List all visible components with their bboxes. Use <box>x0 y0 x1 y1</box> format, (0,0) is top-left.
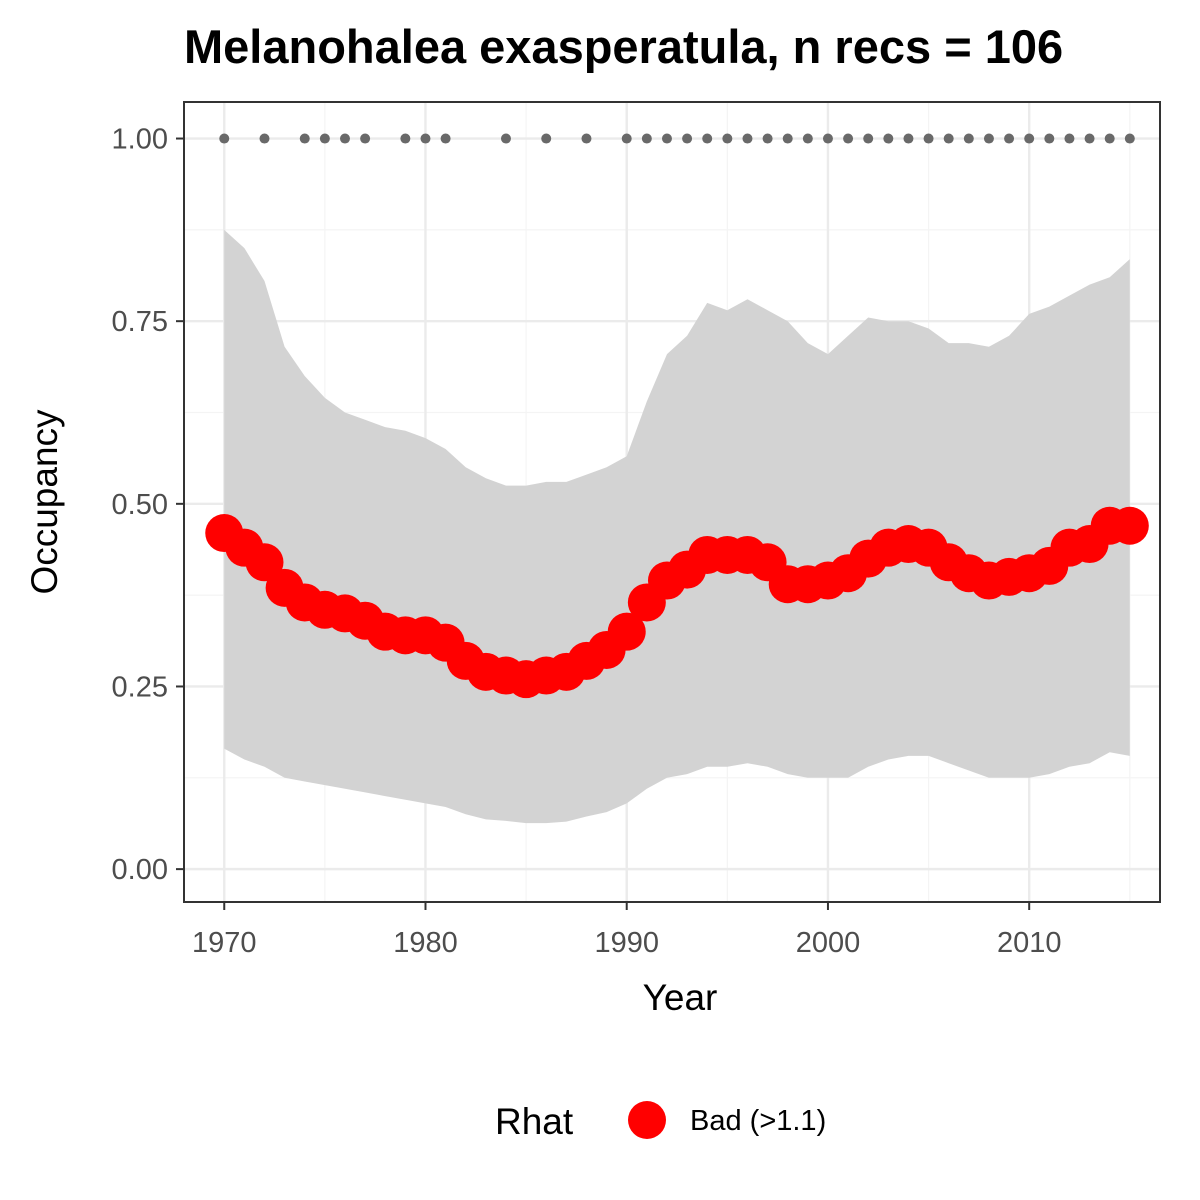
record-point <box>883 133 894 144</box>
x-tick-label: 2010 <box>997 927 1062 959</box>
record-point <box>339 133 350 144</box>
legend-title: Rhat <box>495 1101 574 1142</box>
estimate-points-layer <box>205 506 1149 699</box>
record-point <box>641 133 652 144</box>
estimate-point <box>1110 506 1149 545</box>
y-axis: 0.00 0.25 0.50 0.75 1.00 <box>112 124 184 886</box>
x-tick-label: 1980 <box>393 927 458 959</box>
estimate-point <box>245 543 284 582</box>
record-point <box>621 133 632 144</box>
record-point <box>1124 133 1135 144</box>
legend-entry-label: Bad (>1.1) <box>690 1105 826 1137</box>
legend: Rhat Bad (>1.1) <box>495 1101 826 1142</box>
record-point <box>319 133 330 144</box>
record-point <box>541 133 552 144</box>
record-point <box>863 133 874 144</box>
record-point <box>963 133 974 144</box>
record-point <box>983 133 994 144</box>
record-point <box>1064 133 1075 144</box>
record-point <box>661 133 672 144</box>
record-point <box>360 133 371 144</box>
record-point <box>782 133 793 144</box>
record-point <box>843 133 854 144</box>
confidence-ribbon-layer <box>224 229 1130 824</box>
record-point <box>762 133 773 144</box>
record-point <box>1084 133 1095 144</box>
y-tick-label: 1.00 <box>112 124 168 156</box>
record-point <box>682 133 693 144</box>
record-point <box>722 133 733 144</box>
record-point <box>1104 133 1115 144</box>
record-point <box>259 133 270 144</box>
record-point <box>420 133 431 144</box>
record-point <box>400 133 411 144</box>
legend-key-marker <box>628 1101 666 1139</box>
y-tick-label: 0.75 <box>112 306 168 338</box>
record-point <box>702 133 713 144</box>
record-point <box>742 133 753 144</box>
plot-panel-border <box>183 101 1161 903</box>
record-point <box>923 133 934 144</box>
x-tick-label: 2000 <box>796 927 861 959</box>
record-point <box>1004 133 1015 144</box>
record-point <box>299 133 310 144</box>
y-tick-label: 0.50 <box>112 489 168 521</box>
estimate-point <box>607 612 646 651</box>
confidence-ribbon <box>224 229 1130 824</box>
x-axis-title: Year <box>643 977 718 1018</box>
record-point <box>943 133 954 144</box>
record-point <box>1024 133 1035 144</box>
record-point <box>440 133 451 144</box>
record-point <box>802 133 813 144</box>
record-point <box>581 133 592 144</box>
record-point <box>903 133 914 144</box>
record-point <box>822 133 833 144</box>
record-point <box>500 133 511 144</box>
chart-title: Melanohalea exasperatula, n recs = 106 <box>184 20 1063 73</box>
x-tick-label: 1970 <box>192 927 257 959</box>
y-tick-label: 0.00 <box>112 854 168 886</box>
x-tick-label: 1990 <box>594 927 659 959</box>
record-points-layer <box>219 133 1135 144</box>
y-tick-label: 0.25 <box>112 671 168 703</box>
x-axis: 1970 1980 1990 2000 2010 <box>192 902 1061 959</box>
y-axis-title: Occupancy <box>24 409 65 595</box>
record-point <box>1044 133 1055 144</box>
record-point <box>219 133 230 144</box>
